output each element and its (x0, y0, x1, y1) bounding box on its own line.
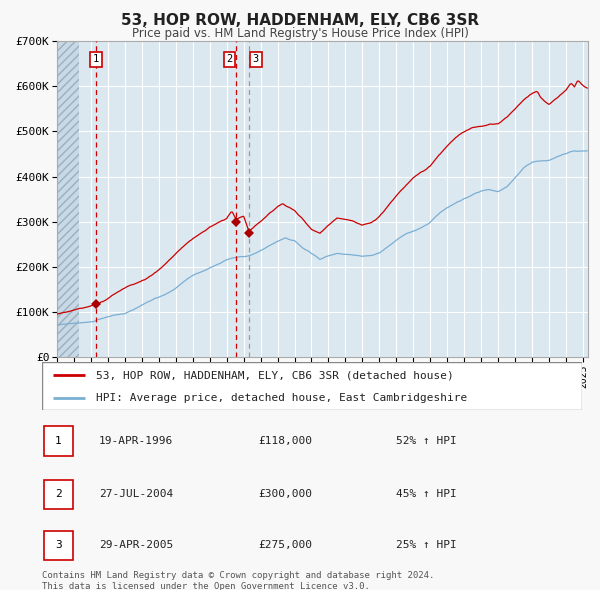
Text: 25% ↑ HPI: 25% ↑ HPI (396, 540, 457, 550)
Text: 45% ↑ HPI: 45% ↑ HPI (396, 489, 457, 499)
Text: £275,000: £275,000 (258, 540, 312, 550)
FancyBboxPatch shape (42, 362, 582, 410)
Text: 19-APR-1996: 19-APR-1996 (99, 436, 173, 445)
Text: 3: 3 (253, 54, 259, 64)
Text: 1: 1 (93, 54, 99, 64)
Text: Contains HM Land Registry data © Crown copyright and database right 2024.
This d: Contains HM Land Registry data © Crown c… (42, 571, 434, 590)
Text: 52% ↑ HPI: 52% ↑ HPI (396, 436, 457, 445)
Text: 53, HOP ROW, HADDENHAM, ELY, CB6 3SR: 53, HOP ROW, HADDENHAM, ELY, CB6 3SR (121, 13, 479, 28)
Text: £300,000: £300,000 (258, 489, 312, 499)
Text: 1: 1 (55, 436, 62, 446)
Text: 2: 2 (55, 489, 62, 499)
Text: HPI: Average price, detached house, East Cambridgeshire: HPI: Average price, detached house, East… (96, 393, 467, 403)
Text: 53, HOP ROW, HADDENHAM, ELY, CB6 3SR (detached house): 53, HOP ROW, HADDENHAM, ELY, CB6 3SR (de… (96, 370, 454, 380)
Bar (57, 41, 79, 357)
FancyBboxPatch shape (44, 531, 73, 560)
Text: £118,000: £118,000 (258, 436, 312, 445)
FancyBboxPatch shape (44, 427, 73, 455)
Text: 2: 2 (226, 54, 233, 64)
FancyBboxPatch shape (44, 480, 73, 509)
Text: 27-JUL-2004: 27-JUL-2004 (99, 489, 173, 499)
Text: 29-APR-2005: 29-APR-2005 (99, 540, 173, 550)
Text: 3: 3 (55, 540, 62, 550)
Text: Price paid vs. HM Land Registry's House Price Index (HPI): Price paid vs. HM Land Registry's House … (131, 27, 469, 40)
